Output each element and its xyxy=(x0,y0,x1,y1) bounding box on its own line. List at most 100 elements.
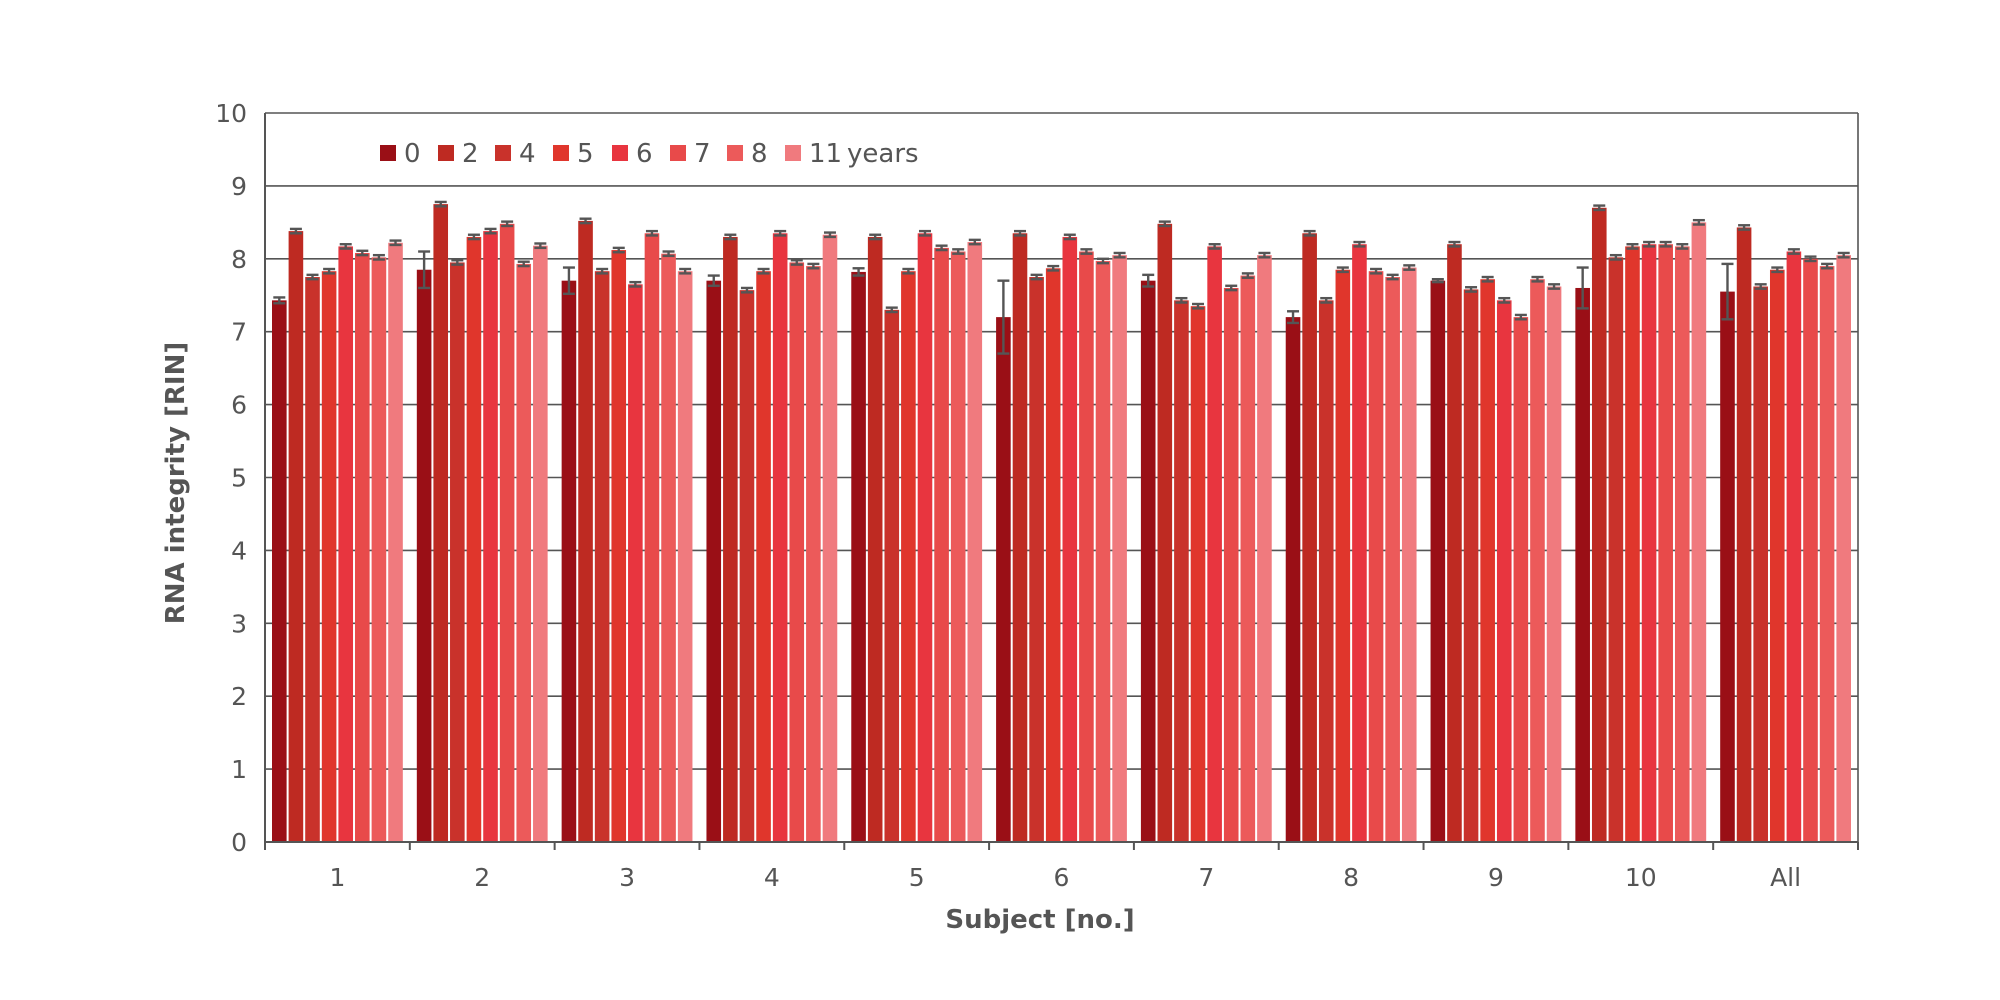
error-bar-series-6-subject-8 xyxy=(1353,240,1366,248)
error-bar-series-8-subject-8 xyxy=(1386,273,1399,281)
error-bar-series-5-subject-6 xyxy=(1047,264,1060,272)
bar-series-6-subject-2 xyxy=(483,231,498,842)
error-bar-series-7-subject-6 xyxy=(1080,248,1093,255)
x-axis-title: Subject [no.] xyxy=(945,905,1134,935)
bar-series-8-subject-7 xyxy=(1240,275,1256,842)
error-bar-series-4-subject-6 xyxy=(1030,273,1043,281)
bar-series-0-subject-3 xyxy=(561,280,577,842)
legend-swatch-11 xyxy=(785,145,801,161)
error-bar-series-4-subject-7 xyxy=(1175,296,1188,304)
error-bar-series-11-subject-3 xyxy=(679,267,692,275)
bar-series-2-subject-10 xyxy=(1591,207,1607,842)
bar-series-11-subject-3 xyxy=(677,271,693,842)
error-bar-series-2-subject-4 xyxy=(724,233,737,241)
legend-label-11: 11 xyxy=(809,139,842,169)
legend-swatch-2 xyxy=(438,145,454,161)
error-bar-series-2-subject-7 xyxy=(1158,220,1171,228)
bar-series-7-subject-4 xyxy=(789,262,805,842)
bar-series-0-subject-All xyxy=(1720,291,1735,843)
error-bar-series-11-subject-5 xyxy=(968,238,981,246)
bar-series-0-subject-1 xyxy=(272,300,287,842)
error-bar-series-6-subject-10 xyxy=(1643,240,1656,248)
bar-series-4-subject-10 xyxy=(1608,257,1624,842)
error-bar-series-0-subject-10 xyxy=(1576,266,1589,310)
error-bar-series-2-subject-6 xyxy=(1013,229,1026,237)
error-bar-series-7-subject-5 xyxy=(935,244,948,252)
error-bar-series-8-subject-10 xyxy=(1676,243,1689,250)
error-bar-series-0-subject-4 xyxy=(707,274,720,287)
bar-series-5-subject-10 xyxy=(1625,246,1640,843)
bar-series-2-subject-6 xyxy=(1012,233,1028,842)
error-bar-series-2-subject-10 xyxy=(1593,204,1606,212)
legend-label-0: 0 xyxy=(404,139,421,169)
x-tick-label-4: 4 xyxy=(764,863,780,892)
bar-series-5-subject-3 xyxy=(611,250,627,842)
x-tick-label-6: 6 xyxy=(1054,863,1070,892)
error-bar-layer xyxy=(273,200,1850,355)
legend-swatch-8 xyxy=(727,145,743,161)
legend-label-2: 2 xyxy=(462,139,479,169)
error-bar-series-11-subject-All xyxy=(1837,251,1850,259)
error-bar-series-0-subject-2 xyxy=(418,250,431,290)
error-bar-series-7-subject-7 xyxy=(1225,284,1238,292)
error-bar-series-8-subject-6 xyxy=(1097,257,1110,265)
error-bar-series-2-subject-5 xyxy=(869,233,882,241)
y-tick-label-9: 9 xyxy=(231,172,247,201)
bar-series-6-subject-6 xyxy=(1062,236,1078,842)
bar-series-11-subject-4 xyxy=(822,234,838,843)
error-bar-series-6-subject-1 xyxy=(339,243,352,250)
x-tick-label-1: 1 xyxy=(329,863,345,892)
error-bar-series-4-subject-5 xyxy=(885,306,898,314)
bar-series-8-subject-9 xyxy=(1530,279,1545,842)
bar-series-4-subject-6 xyxy=(1029,277,1044,842)
x-tick-label-8: 8 xyxy=(1343,863,1359,892)
x-tick-label-5: 5 xyxy=(909,863,925,892)
bar-series-4-subject-1 xyxy=(305,277,320,842)
error-bar-series-4-subject-All xyxy=(1754,283,1767,290)
bar-series-5-subject-1 xyxy=(321,271,337,842)
bar-series-0-subject-8 xyxy=(1285,317,1301,842)
bar-series-4-subject-All xyxy=(1753,286,1768,842)
bar-series-7-subject-3 xyxy=(644,233,660,842)
error-bar-series-8-subject-3 xyxy=(662,250,675,258)
bar-series-6-subject-10 xyxy=(1641,244,1657,843)
bar-series-7-subject-10 xyxy=(1658,244,1673,843)
error-bar-series-11-subject-8 xyxy=(1403,264,1416,271)
x-tick-label-All: All xyxy=(1770,863,1801,892)
bar-series-7-subject-2 xyxy=(499,223,515,843)
error-bar-series-7-subject-10 xyxy=(1659,240,1672,248)
y-tick-label-1: 1 xyxy=(231,755,247,784)
error-bar-series-4-subject-3 xyxy=(596,267,609,275)
legend-label-4: 4 xyxy=(519,139,536,169)
error-bar-series-7-subject-2 xyxy=(501,220,514,228)
bar-series-7-subject-5 xyxy=(934,247,949,843)
bar-series-4-subject-5 xyxy=(884,309,900,843)
bar-series-0-subject-7 xyxy=(1140,280,1156,842)
error-bar-series-6-subject-6 xyxy=(1063,233,1076,241)
error-bar-series-2-subject-8 xyxy=(1303,229,1316,237)
bar-series-7-subject-All xyxy=(1803,258,1818,842)
bar-series-0-subject-5 xyxy=(851,271,866,842)
error-bar-series-4-subject-2 xyxy=(451,259,464,266)
bar-series-6-subject-7 xyxy=(1207,246,1222,843)
y-axis-title: RNA integrity [RIN] xyxy=(161,342,191,624)
bar-series-5-subject-2 xyxy=(466,236,482,842)
bar-series-4-subject-4 xyxy=(739,290,755,843)
y-tick-label-8: 8 xyxy=(231,245,247,274)
bar-series-6-subject-4 xyxy=(772,233,788,842)
error-bar-series-0-subject-7 xyxy=(1142,273,1155,288)
bar-series-11-subject-All xyxy=(1836,255,1851,842)
error-bar-series-0-subject-5 xyxy=(852,267,865,277)
bar-series-5-subject-4 xyxy=(756,271,771,842)
bar-series-8-subject-3 xyxy=(661,253,676,842)
bar-series-11-subject-2 xyxy=(533,245,548,843)
bar-series-5-subject-6 xyxy=(1045,268,1061,843)
error-bar-series-5-subject-2 xyxy=(467,233,480,241)
bar-series-2-subject-3 xyxy=(578,220,593,843)
bar-series-7-subject-1 xyxy=(355,252,370,842)
error-bar-series-8-subject-All xyxy=(1821,262,1834,270)
bar-series-8-subject-5 xyxy=(950,251,966,842)
bar-series-7-subject-8 xyxy=(1368,271,1384,842)
error-bar-series-4-subject-4 xyxy=(740,286,753,294)
error-bar-series-0-subject-3 xyxy=(562,266,575,295)
